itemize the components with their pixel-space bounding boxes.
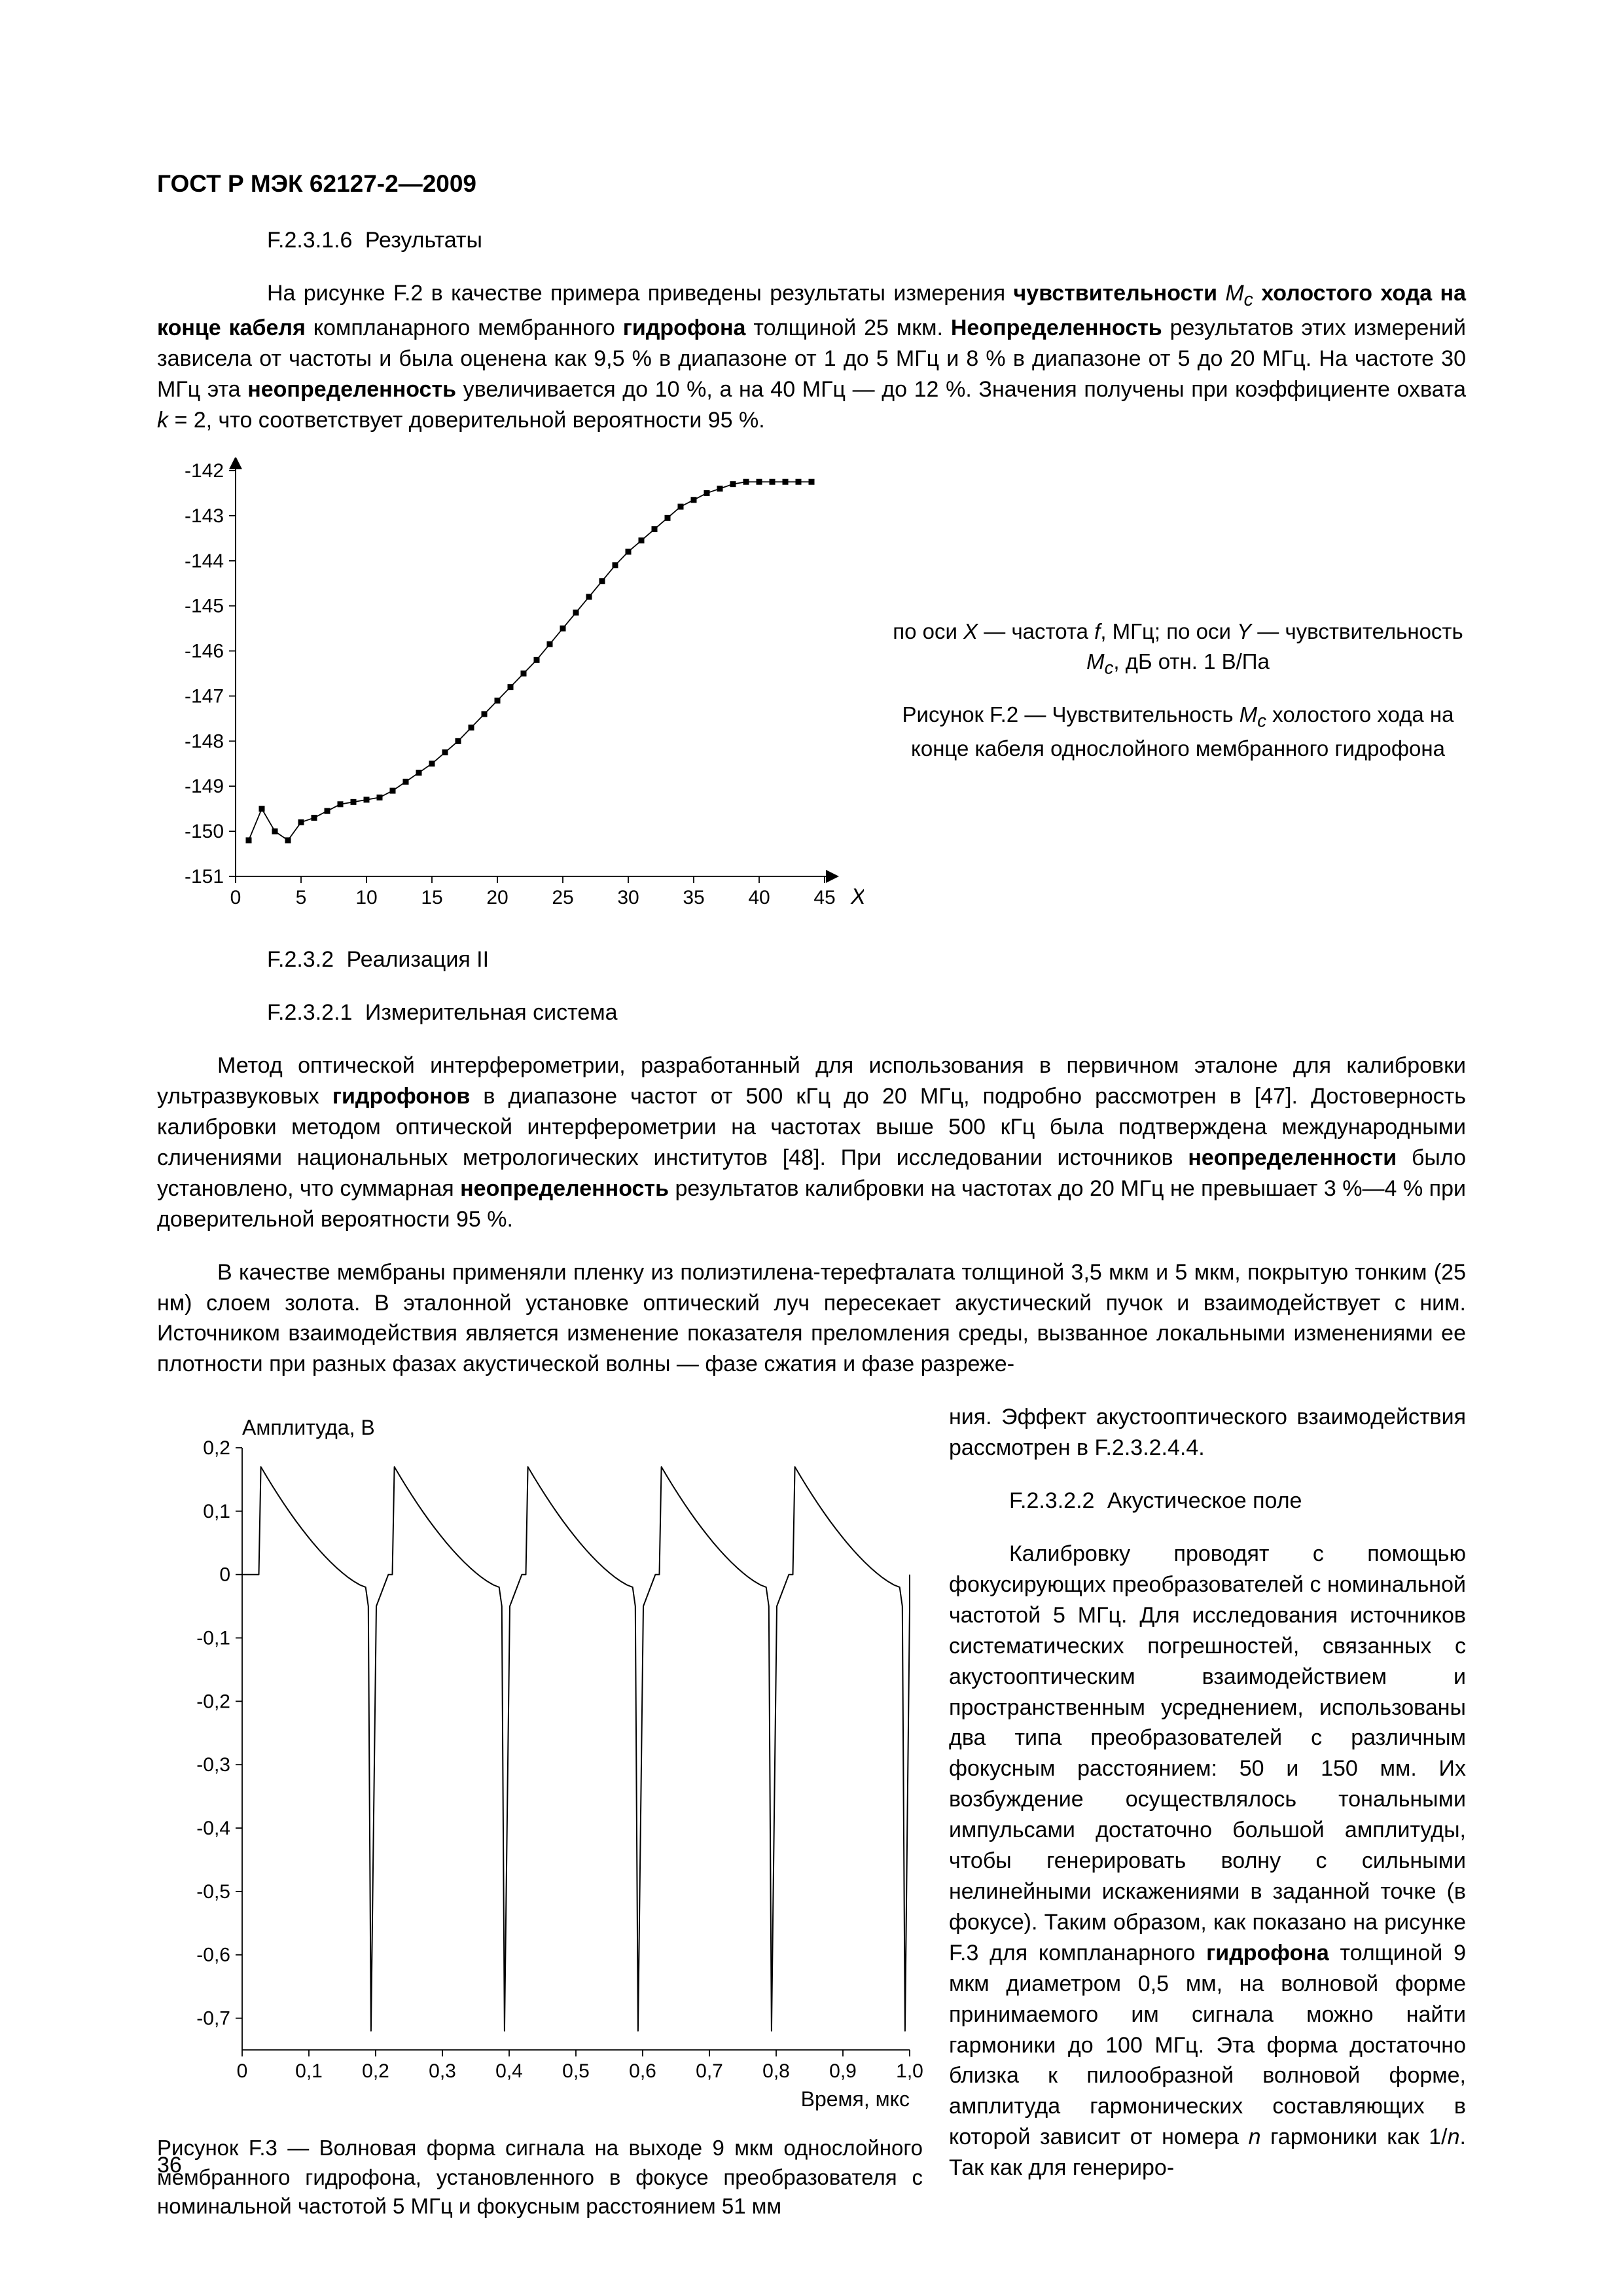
section-f23-1-6-heading: F.2.3.1.6 Результаты (157, 225, 1466, 256)
svg-text:-147: -147 (185, 686, 224, 708)
svg-text:30: 30 (617, 887, 639, 908)
svg-text:20: 20 (486, 887, 508, 908)
paragraph-continuation: ния. Эффект акустооптического взаимодейс… (949, 1402, 1466, 1463)
svg-text:-151: -151 (185, 866, 224, 888)
svg-text:Амплитуда, В: Амплитуда, В (242, 1416, 375, 1439)
svg-text:15: 15 (421, 887, 442, 908)
svg-text:-145: -145 (185, 596, 224, 617)
section-f232-heading: F.2.3.2 Реализация II (157, 944, 1466, 975)
svg-text:-0,2: -0,2 (196, 1691, 230, 1713)
chart-f2-svg: -142 -143 -144 -145 -146 -147 -148 -149 -150 -151… (157, 457, 864, 922)
section-number: F.2.3.2 (267, 947, 334, 972)
svg-text:-150: -150 (185, 821, 224, 843)
svg-text:0,5: 0,5 (562, 2060, 590, 2082)
standard-header: ГОСТ Р МЭК 62127-2—2009 (157, 170, 1466, 198)
svg-text:-148: -148 (185, 731, 224, 753)
svg-text:-0,5: -0,5 (196, 1881, 230, 1903)
section-title: Акустическое поле (1107, 1488, 1302, 1513)
section-number: F.2.3.1.6 (267, 228, 352, 253)
paragraph-interferometry: Метод оптической интерферометрии, разраб… (157, 1050, 1466, 1234)
page-number: 36 (157, 2153, 182, 2178)
figure-f3-caption: Рисунок F.3 — Волновая форма сигнала на … (157, 2134, 923, 2221)
svg-text:25: 25 (552, 887, 573, 908)
svg-text:0: 0 (237, 2060, 248, 2082)
section-number: F.2.3.2.2 (1009, 1488, 1094, 1513)
svg-text:-149: -149 (185, 776, 224, 798)
svg-text:10: 10 (355, 887, 377, 908)
svg-text:0,8: 0,8 (762, 2060, 790, 2082)
svg-text:35: 35 (683, 887, 704, 908)
chart-f3-svg: Амплитуда, В 0,2 0,1 0 -0,1 -0,2 -0,3 -0,4 -0,5 -… (157, 1402, 923, 2122)
figure-f2-chart: -142 -143 -144 -145 -146 -147 -148 -149 -150 -151… (157, 457, 864, 922)
svg-text:0,2: 0,2 (362, 2060, 389, 2082)
svg-text:Время, мкс: Время, мкс (801, 2087, 910, 2111)
section-title: Измерительная система (365, 1000, 618, 1025)
figure-f2-caption-block: по оси X — частота f, МГц; по оси Y — чу… (864, 617, 1466, 763)
svg-text:0,6: 0,6 (629, 2060, 656, 2082)
two-column-block: Амплитуда, В 0,2 0,1 0 -0,1 -0,2 -0,3 -0,4 -0,5 -… (157, 1402, 1466, 2221)
svg-text:0,7: 0,7 (696, 2060, 723, 2082)
svg-text:X: X (850, 884, 864, 909)
paragraph-acoustic-field: Калибровку проводят с помощью фокусирующ… (949, 1539, 1466, 2183)
svg-text:-146: -146 (185, 641, 224, 662)
svg-text:-0,6: -0,6 (196, 1945, 230, 1966)
svg-text:-144: -144 (185, 550, 224, 572)
svg-text:0,1: 0,1 (295, 2060, 323, 2082)
section-title: Реализация II (347, 947, 490, 972)
svg-text:0,2: 0,2 (203, 1437, 230, 1459)
right-column-text: ния. Эффект акустооптического взаимодейс… (949, 1402, 1466, 2206)
svg-text:5: 5 (296, 887, 307, 908)
figure-f3-block: Амплитуда, В 0,2 0,1 0 -0,1 -0,2 -0,3 -0,4 -0,5 -… (157, 1402, 923, 2221)
svg-text:0,9: 0,9 (829, 2060, 857, 2082)
section-f2321-heading: F.2.3.2.1 Измерительная система (157, 997, 1466, 1028)
section-f2322-heading: F.2.3.2.2 Акустическое поле (949, 1486, 1466, 1516)
svg-text:45: 45 (813, 887, 835, 908)
paragraph-results: На рисунке F.2 в качестве примера привед… (157, 278, 1466, 436)
svg-text:-0,4: -0,4 (196, 1818, 230, 1839)
section-title: Результаты (365, 228, 482, 253)
svg-text:0,3: 0,3 (429, 2060, 456, 2082)
svg-text:-0,3: -0,3 (196, 1754, 230, 1776)
section-number: F.2.3.2.1 (267, 1000, 352, 1025)
svg-text:-142: -142 (185, 460, 224, 482)
svg-text:-143: -143 (185, 505, 224, 527)
figure-f2-axis-note: по оси X — частота f, МГц; по оси Y — чу… (890, 617, 1466, 680)
svg-text:0,1: 0,1 (203, 1501, 230, 1522)
figure-f2-row: -142 -143 -144 -145 -146 -147 -148 -149 -150 -151… (157, 457, 1466, 922)
paragraph-membrane: В качестве мембраны применяли пленку из … (157, 1257, 1466, 1380)
svg-text:-0,1: -0,1 (196, 1628, 230, 1649)
svg-text:40: 40 (748, 887, 770, 908)
svg-text:0: 0 (219, 1564, 230, 1586)
svg-text:1,0: 1,0 (896, 2060, 923, 2082)
svg-text:0: 0 (230, 887, 241, 908)
svg-text:-0,7: -0,7 (196, 2008, 230, 2030)
svg-text:0,4: 0,4 (495, 2060, 523, 2082)
page: ГОСТ Р МЭК 62127-2—2009 F.2.3.1.6 Резуль… (0, 0, 1623, 2296)
figure-f2-caption: Рисунок F.2 — Чувствительность Mc холост… (890, 700, 1466, 763)
